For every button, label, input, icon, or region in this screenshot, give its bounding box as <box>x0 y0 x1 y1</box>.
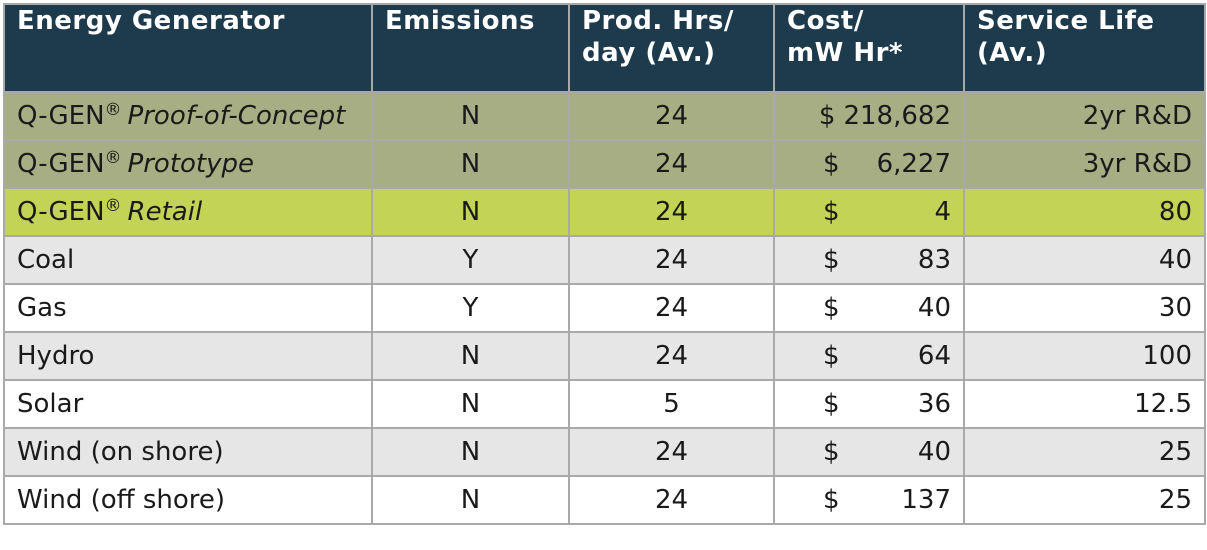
service-life-cell: 40 <box>963 235 1206 285</box>
generator-cell: Wind (on shore) <box>3 427 373 477</box>
table-row: Hydro N 24 $64 100 <box>3 331 1206 381</box>
cost-cell: $40 <box>773 283 965 333</box>
header-energy-generator: Energy Generator <box>3 3 373 93</box>
hours-cell: 24 <box>568 427 775 477</box>
header-cost: Cost/ mW Hr* <box>773 3 965 93</box>
header-production-hours: Prod. Hrs/ day (Av.) <box>568 3 775 93</box>
generator-cell: Q-GEN® Proof-of-Concept <box>3 91 373 141</box>
table-row: Q-GEN® Prototype N 24 $6,227 3yr R&D <box>3 139 1206 189</box>
emissions-cell: N <box>371 379 570 429</box>
generator-cell: Hydro <box>3 331 373 381</box>
emissions-cell: N <box>371 187 570 237</box>
hours-cell: 5 <box>568 379 775 429</box>
generator-cell: Q-GEN® Prototype <box>3 139 373 189</box>
table-row: Q-GEN® Retail N 24 $4 80 <box>3 187 1206 237</box>
hours-cell: 24 <box>568 331 775 381</box>
generator-cell: Wind (off shore) <box>3 475 373 525</box>
cost-cell: $40 <box>773 427 965 477</box>
cost-cell: $64 <box>773 331 965 381</box>
cost-cell: $137 <box>773 475 965 525</box>
table-row: Q-GEN® Proof-of-Concept N 24 $218,682 2yr… <box>3 91 1206 141</box>
table-row: Wind (on shore) N 24 $40 25 <box>3 427 1206 477</box>
service-life-cell: 80 <box>963 187 1206 237</box>
cost-cell: $4 <box>773 187 965 237</box>
brand-name: Q-GEN® <box>17 100 122 131</box>
emissions-cell: N <box>371 91 570 141</box>
header-service-life: Service Life (Av.) <box>963 3 1206 93</box>
brand-name: Q-GEN® <box>17 196 122 227</box>
energy-comparison-table: Energy Generator Emissions Prod. Hrs/ da… <box>3 3 1206 525</box>
table-row: Wind (off shore) N 24 $137 25 <box>3 475 1206 525</box>
table-row: Coal Y 24 $83 40 <box>3 235 1206 285</box>
table-row: Solar N 5 $36 12.5 <box>3 379 1206 429</box>
generator-cell: Q-GEN® Retail <box>3 187 373 237</box>
emissions-cell: Y <box>371 283 570 333</box>
header-emissions: Emissions <box>371 3 570 93</box>
service-life-cell: 3yr R&D <box>963 139 1206 189</box>
header-row: Energy Generator Emissions Prod. Hrs/ da… <box>3 3 1206 93</box>
service-life-cell: 2yr R&D <box>963 91 1206 141</box>
hours-cell: 24 <box>568 139 775 189</box>
emissions-cell: N <box>371 475 570 525</box>
brand-name: Q-GEN® <box>17 148 122 179</box>
generator-cell: Solar <box>3 379 373 429</box>
service-life-cell: 25 <box>963 427 1206 477</box>
emissions-cell: Y <box>371 235 570 285</box>
service-life-cell: 30 <box>963 283 1206 333</box>
service-life-cell: 12.5 <box>963 379 1206 429</box>
generator-cell: Coal <box>3 235 373 285</box>
service-life-cell: 25 <box>963 475 1206 525</box>
emissions-cell: N <box>371 427 570 477</box>
hours-cell: 24 <box>568 475 775 525</box>
hours-cell: 24 <box>568 187 775 237</box>
generator-cell: Gas <box>3 283 373 333</box>
table-row: Gas Y 24 $40 30 <box>3 283 1206 333</box>
cost-cell: $6,227 <box>773 139 965 189</box>
hours-cell: 24 <box>568 235 775 285</box>
emissions-cell: N <box>371 331 570 381</box>
cost-cell: $83 <box>773 235 965 285</box>
cost-cell: $36 <box>773 379 965 429</box>
hours-cell: 24 <box>568 91 775 141</box>
hours-cell: 24 <box>568 283 775 333</box>
emissions-cell: N <box>371 139 570 189</box>
service-life-cell: 100 <box>963 331 1206 381</box>
cost-cell: $218,682 <box>773 91 965 141</box>
